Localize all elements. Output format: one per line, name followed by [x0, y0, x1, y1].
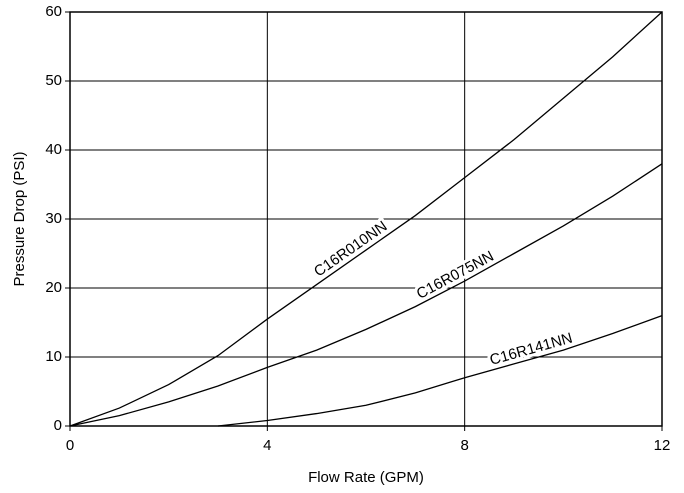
y-tick-label: 0: [54, 417, 62, 434]
curve: [69, 163, 663, 427]
x-tick-label: 12: [654, 437, 671, 454]
plot-frame: [69, 11, 663, 427]
y-tick-label: 50: [45, 72, 62, 89]
y-tick-label: 10: [45, 348, 62, 365]
y-tick-label: 60: [45, 3, 62, 20]
y-tick-label: 30: [45, 210, 62, 227]
curve-label: C16R141NN: [488, 330, 574, 369]
curve: [69, 11, 663, 427]
curve-label: C16R010NN: [311, 218, 390, 281]
y-tick-label: 20: [45, 279, 62, 296]
x-tick-label: 4: [263, 437, 271, 454]
curve: [217, 314, 663, 427]
y-tick-label: 40: [45, 141, 62, 158]
curve-label: C16R075NN: [414, 248, 497, 303]
x-axis-label: Flow Rate (GPM): [308, 469, 424, 486]
y-axis-label: Pressure Drop (PSI): [11, 151, 28, 286]
x-tick-label: 8: [460, 437, 468, 454]
x-tick-label: 0: [66, 437, 74, 454]
